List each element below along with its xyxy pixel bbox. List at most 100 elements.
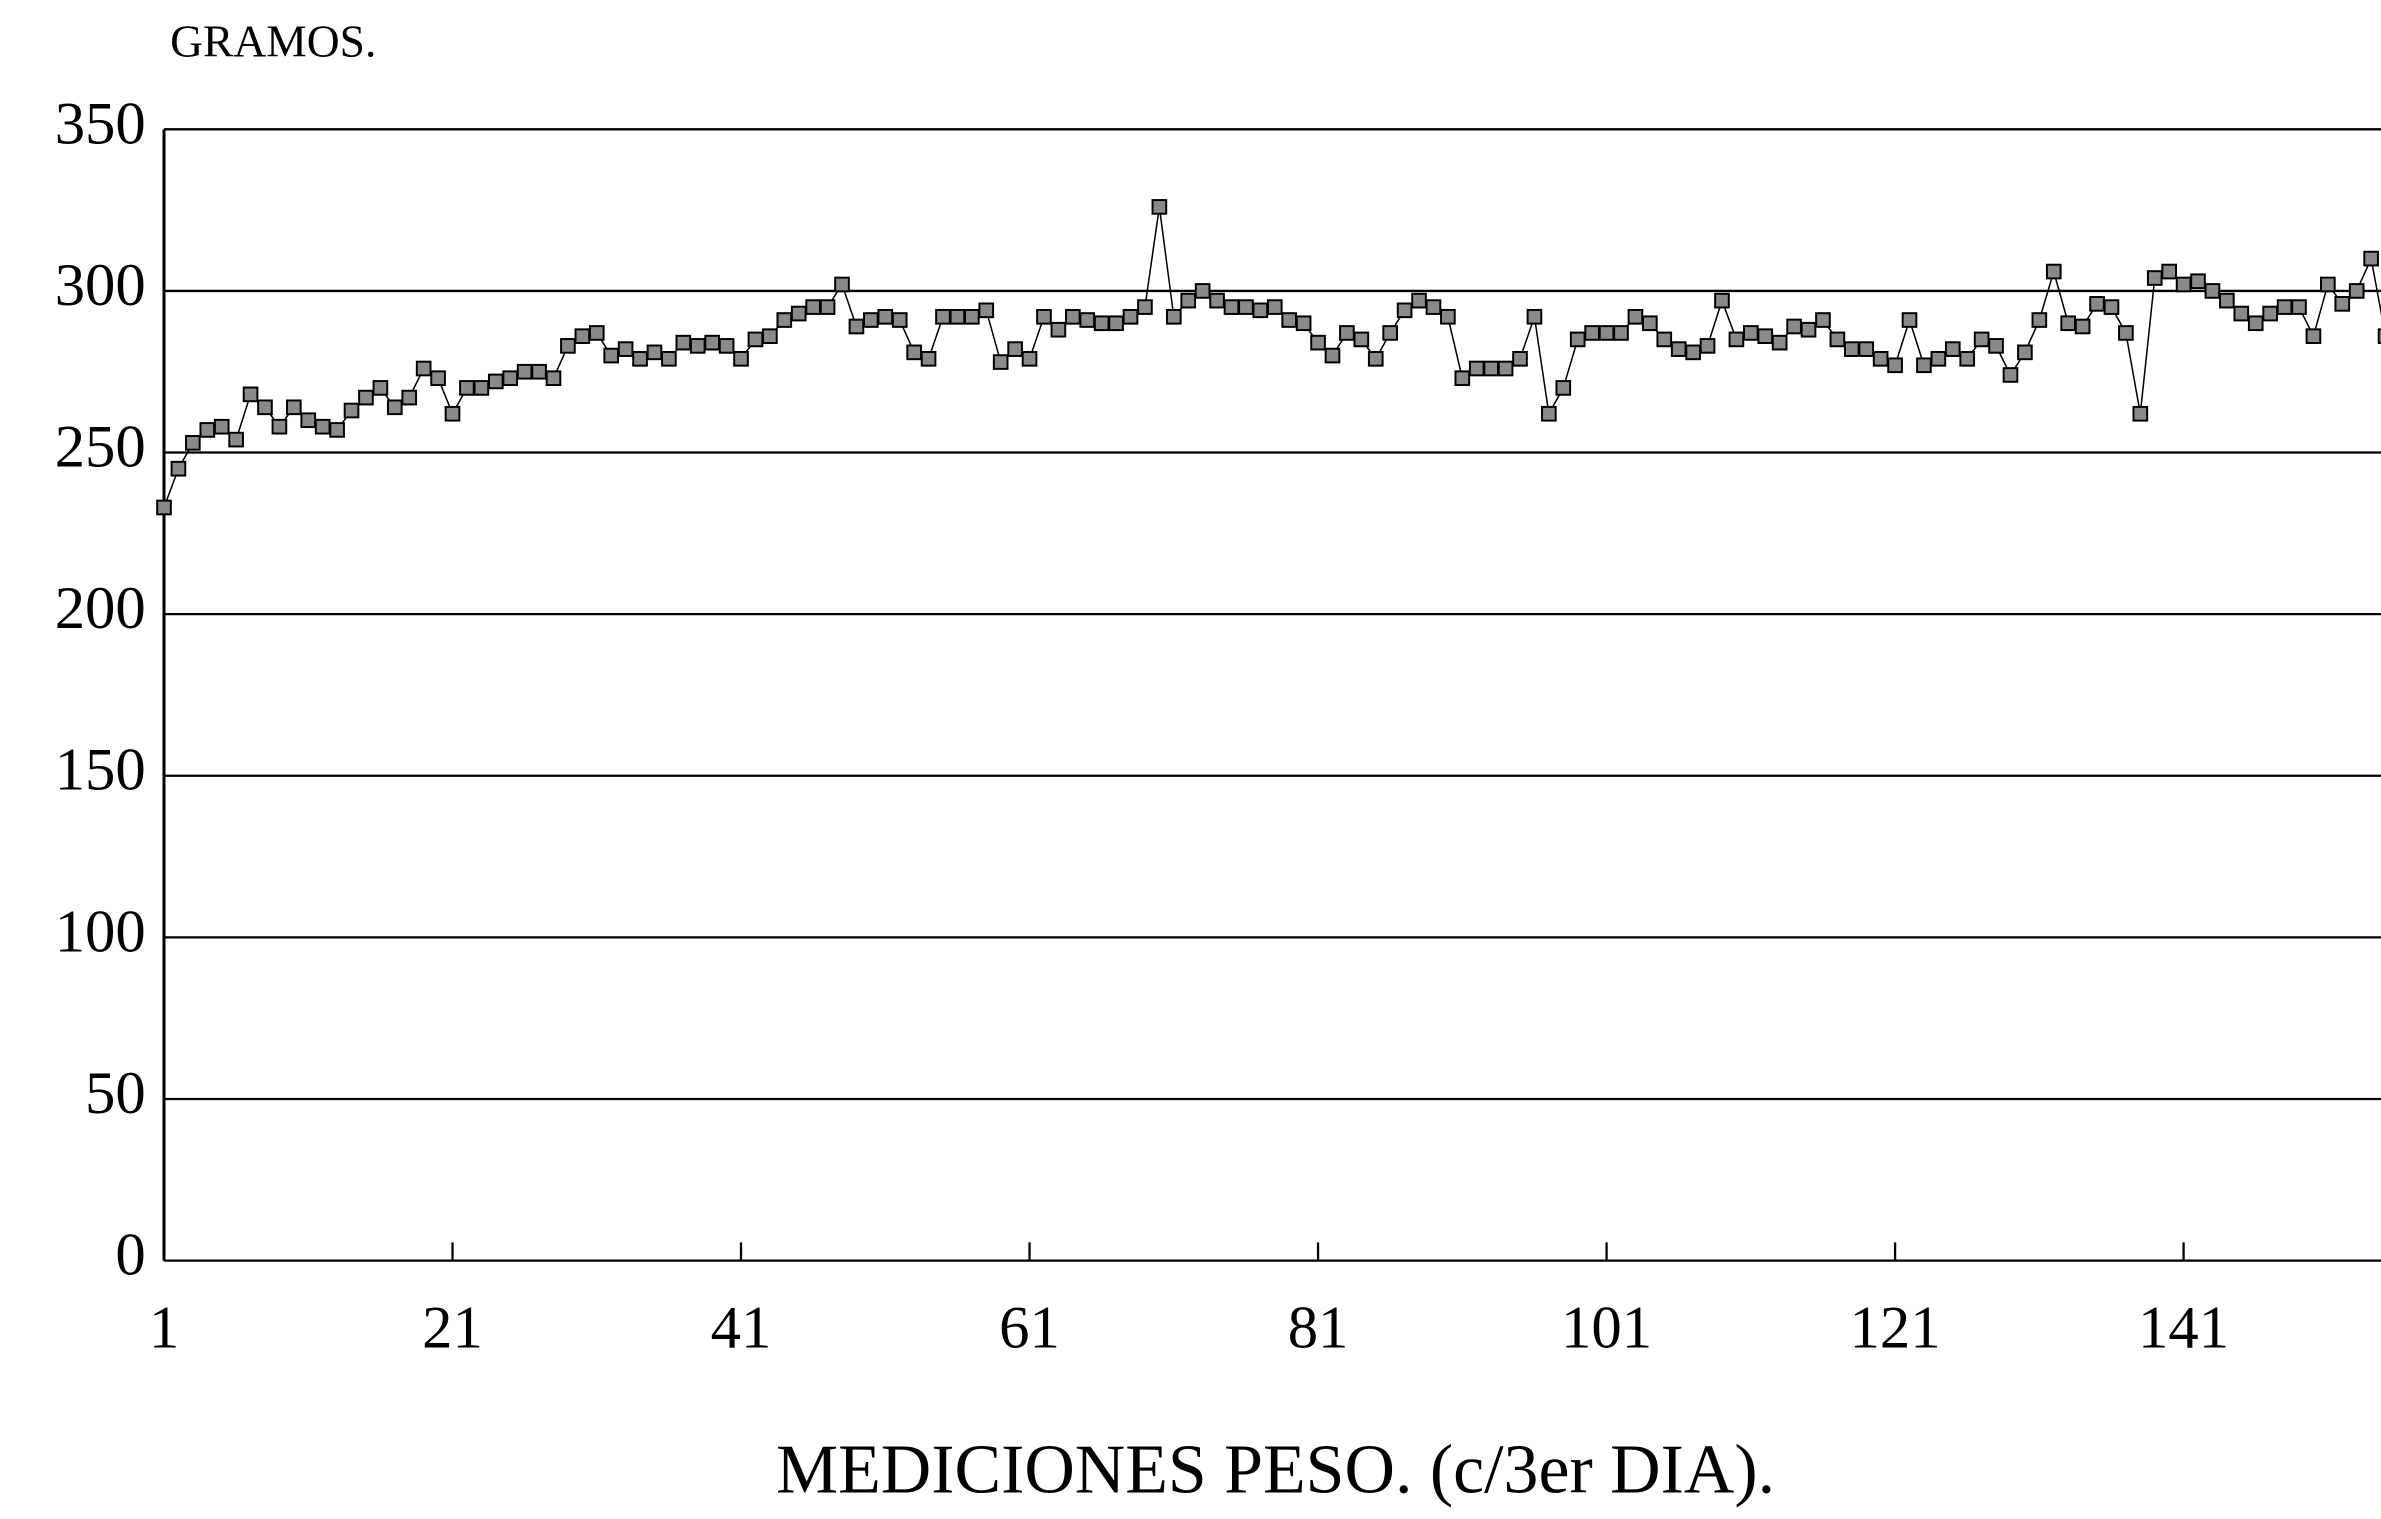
marker [588, 325, 605, 341]
marker [1007, 341, 1023, 357]
marker [1108, 315, 1124, 332]
marker [1786, 318, 1802, 335]
marker [2002, 367, 2019, 383]
marker [1858, 341, 1875, 357]
marker [776, 312, 793, 328]
marker [242, 386, 259, 403]
marker [286, 399, 302, 416]
marker [2348, 283, 2365, 299]
marker [1526, 308, 1543, 325]
marker [430, 370, 446, 387]
marker [531, 363, 547, 380]
y-tick-label: 50 [85, 1060, 146, 1127]
y-tick-label: 350 [55, 90, 146, 157]
marker [1050, 321, 1067, 338]
marker [1613, 325, 1629, 341]
marker [2074, 318, 2091, 335]
marker [1714, 292, 1730, 309]
marker [574, 328, 591, 345]
marker [1339, 325, 1355, 341]
marker [1468, 360, 1485, 377]
y-tick-label: 200 [55, 575, 146, 642]
marker [560, 338, 576, 354]
marker [1223, 299, 1240, 315]
x-tick-label: 81 [1288, 1294, 1349, 1361]
marker [1988, 338, 2004, 354]
marker [2060, 315, 2077, 332]
x-axis-label: MEDICIONES PESO. (c/3er DIA). [776, 1431, 1775, 1508]
marker [1829, 331, 1846, 348]
marker [2175, 276, 2192, 293]
marker [935, 308, 951, 325]
marker [2334, 296, 2351, 312]
marker [257, 399, 273, 416]
marker [689, 338, 706, 354]
marker [632, 350, 648, 367]
marker [459, 380, 475, 396]
marker [1281, 312, 1298, 328]
marker [2262, 305, 2278, 322]
x-tick-label: 21 [422, 1294, 483, 1361]
marker [1959, 350, 1976, 367]
y-axis-label: GRAMOS. [170, 15, 376, 66]
marker [1584, 325, 1600, 341]
data-line [163, 206, 2381, 508]
marker [805, 299, 821, 315]
marker [2233, 305, 2250, 322]
marker [1411, 292, 1427, 309]
marker [545, 370, 562, 387]
marker [1627, 308, 1644, 325]
marker [1021, 350, 1038, 367]
marker [1670, 341, 1687, 357]
marker [2103, 299, 2120, 315]
marker [819, 299, 836, 315]
marker [1901, 312, 1918, 328]
marker [1367, 350, 1384, 367]
marker [661, 350, 677, 367]
marker [1728, 331, 1745, 348]
marker [1310, 334, 1326, 351]
marker [1887, 357, 1903, 374]
marker [1973, 331, 1990, 348]
marker [199, 422, 216, 438]
marker [1598, 325, 1615, 341]
marker [1555, 380, 1572, 396]
marker [372, 380, 389, 396]
marker [1064, 308, 1081, 325]
marker [444, 405, 461, 422]
marker [271, 418, 288, 435]
marker [2190, 273, 2206, 290]
marker [906, 344, 922, 361]
marker [300, 412, 317, 429]
marker [415, 360, 432, 377]
marker [762, 328, 778, 345]
marker [1137, 299, 1153, 315]
x-tick-label: 1 [149, 1294, 179, 1361]
y-tick-label: 0 [115, 1222, 145, 1289]
marker [156, 499, 172, 516]
x-tick-label: 101 [1561, 1294, 1652, 1361]
marker [2377, 328, 2381, 345]
marker [704, 334, 720, 351]
marker [1036, 308, 1052, 325]
marker [185, 435, 201, 451]
marker [2247, 315, 2264, 332]
marker [1454, 370, 1471, 387]
marker [1916, 357, 1932, 374]
marker [2291, 299, 2307, 315]
marker [2118, 325, 2134, 341]
marker [1151, 199, 1168, 215]
marker [1079, 312, 1096, 328]
marker [603, 347, 620, 364]
marker [1771, 334, 1788, 351]
x-tick-label: 141 [2138, 1294, 2229, 1361]
marker [1238, 299, 1254, 315]
marker [1930, 350, 1947, 367]
marker [516, 363, 533, 380]
y-tick-label: 150 [55, 737, 146, 804]
marker [2363, 250, 2379, 267]
marker [1743, 325, 1759, 341]
marker [1815, 312, 1831, 328]
